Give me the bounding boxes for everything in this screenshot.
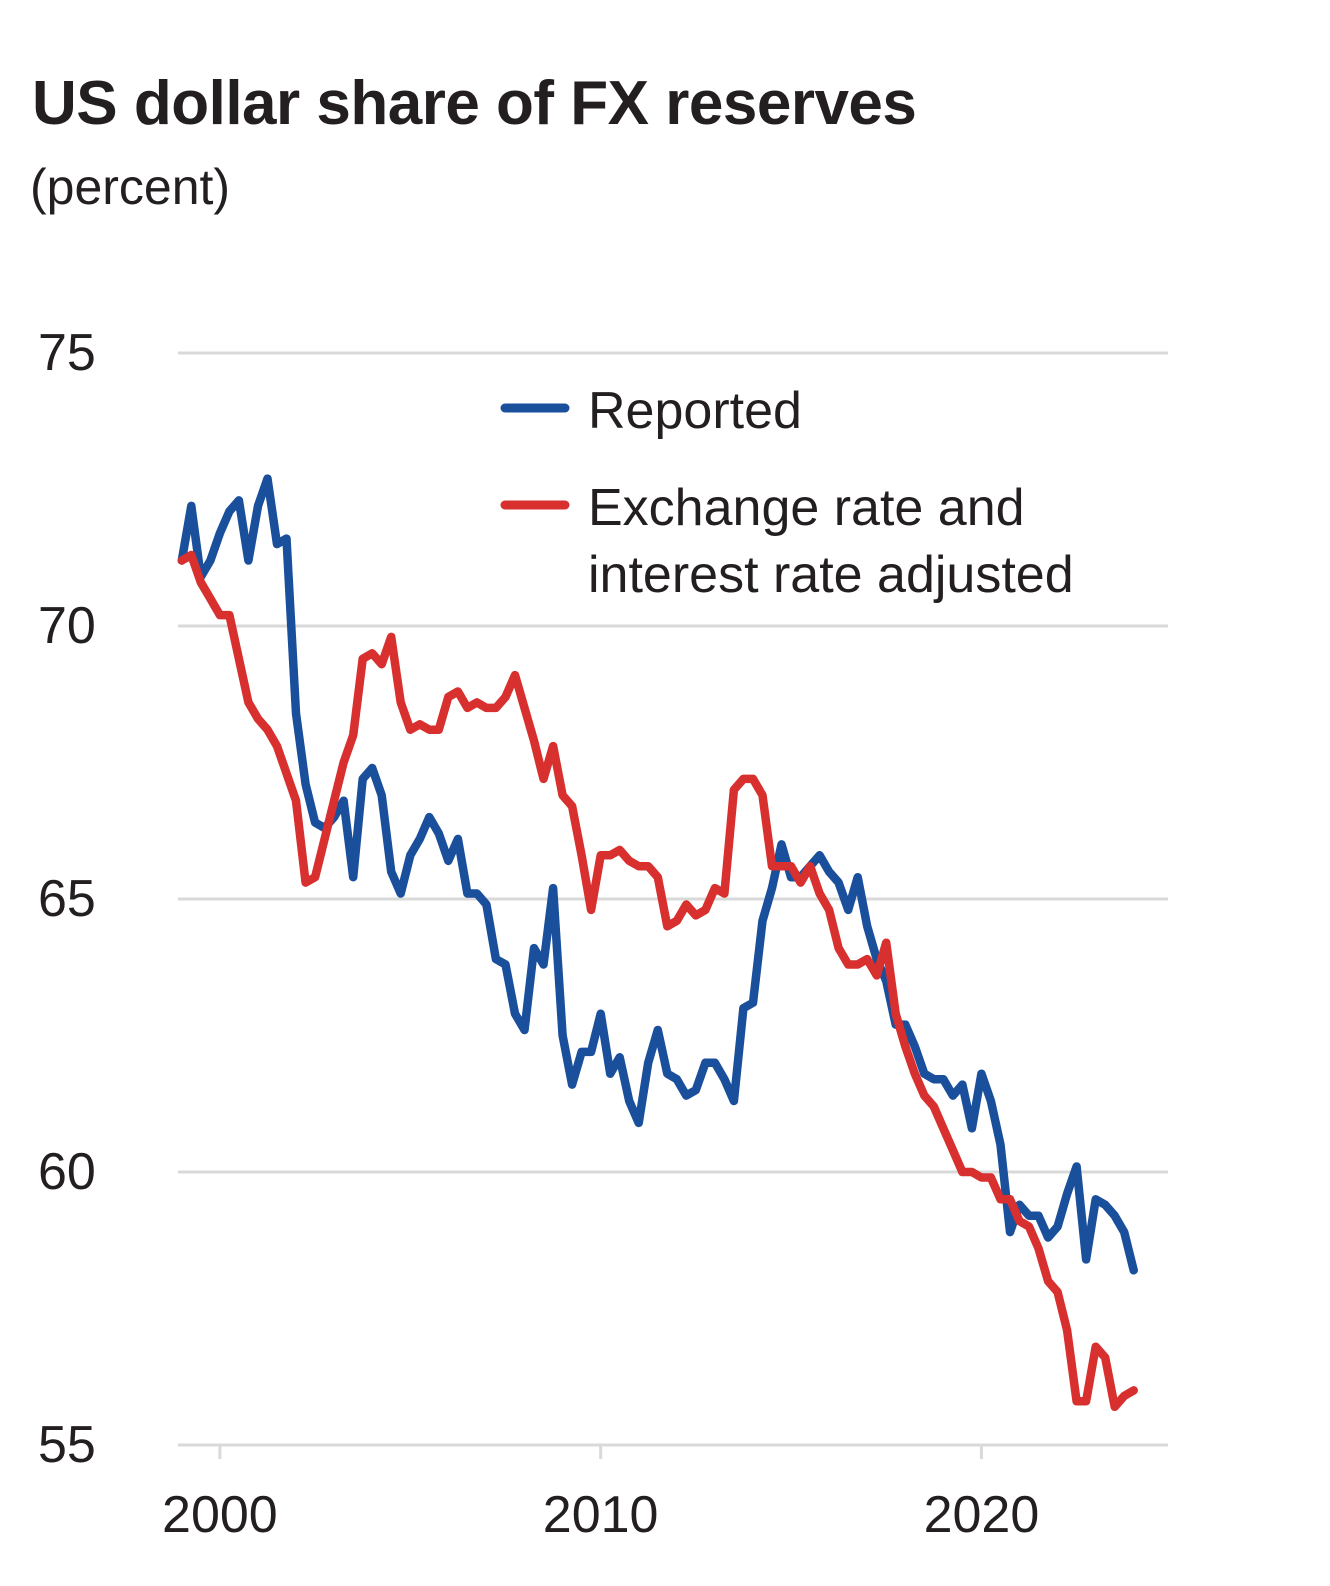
series-line-adjusted [177, 550, 1138, 1412]
x-tick-label-2020: 2020 [924, 1486, 1040, 1544]
legend-label-reported: Reported [588, 382, 802, 440]
y-tick-label-75: 75 [38, 324, 96, 382]
y-tick-label-60: 60 [38, 1143, 96, 1201]
y-tick-label-70: 70 [38, 597, 96, 655]
x-tick-label-2000: 2000 [162, 1486, 278, 1544]
x-axis: 2000 2010 2020 [162, 1445, 1039, 1544]
y-tick-label-65: 65 [38, 870, 96, 928]
legend-label-adjusted-line-2: interest rate adjusted [588, 546, 1074, 604]
y-tick-label-55: 55 [38, 1416, 96, 1474]
series-lines [177, 474, 1138, 1412]
y-axis-tick-labels: 75 70 65 60 55 [38, 324, 96, 1474]
legend: Reported Exchange rate and interest rate … [500, 382, 1074, 604]
chart-subtitle: (percent) [30, 159, 231, 215]
legend-label-adjusted-line-1: Exchange rate and [588, 479, 1025, 537]
legend-label-adjusted: Exchange rate and interest rate adjusted [588, 479, 1074, 604]
chart-title: US dollar share of FX reserves [32, 69, 917, 138]
x-tick-label-2010: 2010 [543, 1486, 659, 1544]
series-line-reported [177, 474, 1138, 1275]
